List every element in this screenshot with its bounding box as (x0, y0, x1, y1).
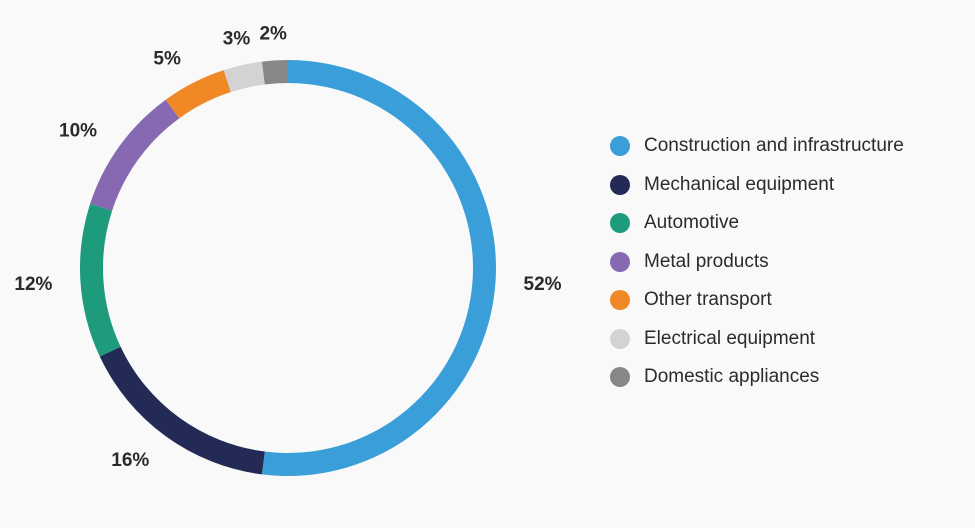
legend-item: Metal products (610, 243, 904, 282)
legend-swatch (610, 290, 630, 311)
legend-label: Domestic appliances (644, 366, 820, 388)
slice-electrical-equipment (223, 61, 265, 93)
legend-label: Metal products (644, 250, 769, 272)
legend-swatch (610, 213, 630, 234)
legend-label: Automotive (644, 212, 740, 234)
legend-item: Other transport (610, 281, 904, 320)
slice-other-transport (165, 70, 231, 119)
legend-label: Other transport (644, 289, 772, 311)
value-labels: 52% 16% 12% 10% 5% 3% 2% (14, 23, 561, 470)
slice-mechanical-equipment (99, 346, 265, 475)
legend-swatch (610, 136, 630, 157)
legend-item: Construction and infrastructure (610, 127, 904, 166)
legend-label: Mechanical equipment (644, 173, 835, 195)
slice-automotive (80, 203, 121, 357)
legend-label: Construction and infrastructure (644, 135, 904, 157)
slice-domestic-appliances (261, 60, 288, 85)
legend-swatch (610, 328, 630, 349)
legend-item: Automotive (610, 204, 904, 243)
value-label-automotive: 12% (14, 274, 52, 295)
legend-swatch (610, 174, 630, 195)
value-label-mechanical-equipment: 16% (111, 450, 149, 471)
value-label-domestic-appliances: 2% (259, 23, 287, 44)
legend: Construction and infrastructure Mechanica… (610, 127, 904, 397)
legend-label: Electrical equipment (644, 327, 816, 349)
value-label-electrical-equipment: 3% (223, 29, 251, 50)
value-label-other-transport: 5% (153, 49, 181, 70)
legend-item: Electrical equipment (610, 320, 904, 359)
legend-swatch (610, 367, 630, 388)
slice-construction-and-infrastructure (261, 60, 496, 476)
value-label-metal-products: 10% (59, 120, 97, 141)
value-label-construction-and-infrastructure: 52% (524, 274, 562, 295)
donut-slices (80, 60, 496, 476)
slice-metal-products (90, 99, 180, 211)
legend-item: Domestic appliances (610, 358, 904, 397)
legend-swatch (610, 251, 630, 272)
legend-item: Mechanical equipment (610, 166, 904, 205)
